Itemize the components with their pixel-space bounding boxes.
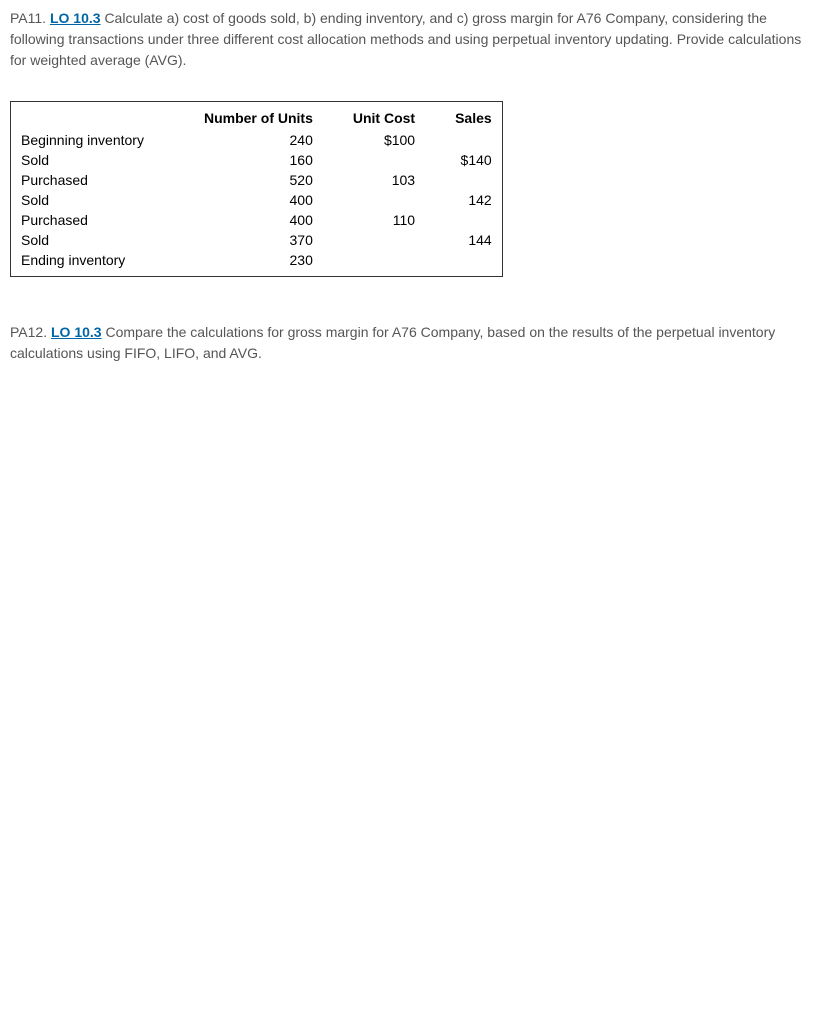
problem-label: PA12. [10, 324, 47, 340]
row-sales [445, 130, 502, 150]
problem-pa11: PA11. LO 10.3 Calculate a) cost of goods… [10, 8, 816, 71]
row-units: 400 [194, 210, 343, 230]
table-body: Beginning inventory240$100Sold160$140Pur… [11, 130, 503, 277]
table-row: Sold160 $140 [11, 150, 503, 170]
row-sales [445, 250, 502, 277]
table-header-row: Number of Units Unit Cost Sales [11, 102, 503, 131]
row-label: Ending inventory [11, 250, 194, 277]
table-row: Ending inventory230 [11, 250, 503, 277]
row-cost [343, 230, 445, 250]
table-row: Beginning inventory240$100 [11, 130, 503, 150]
row-label: Sold [11, 230, 194, 250]
row-cost [343, 250, 445, 277]
row-units: 230 [194, 250, 343, 277]
table-row: Purchased400110 [11, 210, 503, 230]
row-label: Beginning inventory [11, 130, 194, 150]
row-sales: $140 [445, 150, 502, 170]
row-label: Sold [11, 190, 194, 210]
table-row: Sold400 142 [11, 190, 503, 210]
row-label: Purchased [11, 210, 194, 230]
header-cost: Unit Cost [343, 102, 445, 131]
row-cost: $100 [343, 130, 445, 150]
header-sales: Sales [445, 102, 502, 131]
header-units: Number of Units [194, 102, 343, 131]
row-sales: 144 [445, 230, 502, 250]
row-cost [343, 190, 445, 210]
row-sales [445, 210, 502, 230]
header-blank [11, 102, 194, 131]
table-row: Sold370 144 [11, 230, 503, 250]
row-cost: 110 [343, 210, 445, 230]
row-cost [343, 150, 445, 170]
row-units: 400 [194, 190, 343, 210]
problem-text: Compare the calculations for gross margi… [10, 324, 775, 361]
row-units: 160 [194, 150, 343, 170]
row-sales [445, 170, 502, 190]
row-units: 370 [194, 230, 343, 250]
table-row: Purchased520103 [11, 170, 503, 190]
lo-link[interactable]: LO 10.3 [50, 10, 101, 26]
problem-text: Calculate a) cost of goods sold, b) endi… [10, 10, 801, 68]
row-units: 240 [194, 130, 343, 150]
row-cost: 103 [343, 170, 445, 190]
row-sales: 142 [445, 190, 502, 210]
lo-link[interactable]: LO 10.3 [51, 324, 102, 340]
row-label: Sold [11, 150, 194, 170]
row-label: Purchased [11, 170, 194, 190]
problem-pa12: PA12. LO 10.3 Compare the calculations f… [10, 322, 816, 364]
row-units: 520 [194, 170, 343, 190]
problem-label: PA11. [10, 10, 46, 26]
transactions-table: Number of Units Unit Cost Sales Beginnin… [10, 101, 503, 277]
